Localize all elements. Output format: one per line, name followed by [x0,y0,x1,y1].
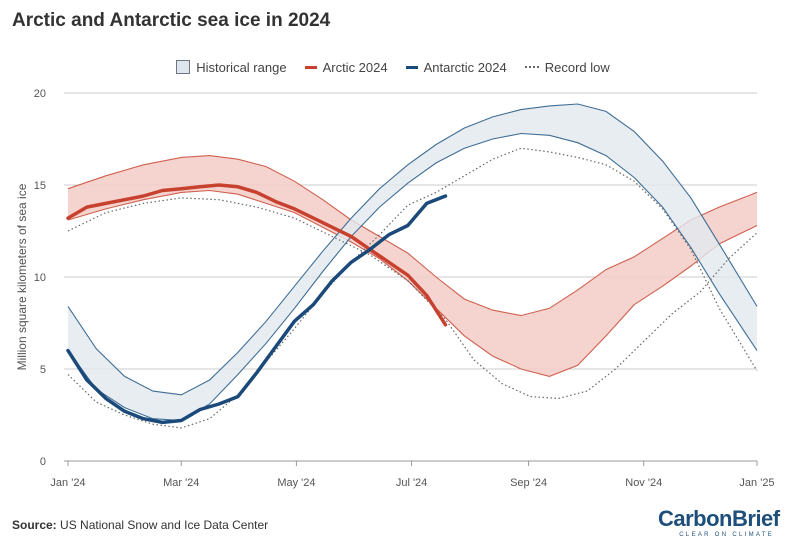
legend-label-record: Record low [544,59,610,75]
source-label: Source: [12,518,57,532]
x-tick-label: Jan '24 [50,477,85,489]
x-tick-label: Jul '24 [396,477,427,489]
legend-item-antarctic[interactable]: Antarctic 2024 [405,59,507,75]
x-tick-label: Mar '24 [163,477,199,489]
antarctic-record-low-line [67,147,758,429]
arctic-range-upper-edge [67,155,758,317]
y-tick-label: 5 [40,364,46,376]
y-tick-label: 10 [34,272,46,284]
x-tick-label: May '24 [277,477,315,489]
range-swatch-icon [176,60,191,74]
carbonbrief-logo[interactable]: CarbonBrief CLEAR ON CLIMATE [658,506,780,541]
logo-tagline: CLEAR ON CLIMATE [679,532,774,538]
legend-item-arctic[interactable]: Arctic 2024 [304,59,388,75]
y-tick-label: 15 [34,180,46,192]
source-text: US National Snow and Ice Data Center [60,518,269,532]
legend-label-antarctic: Antarctic 2024 [423,59,507,75]
y-tick-label: 0 [40,456,46,468]
antarctic-historical-range-band [68,104,757,421]
arctic-line-swatch-icon [304,65,317,69]
page-title: Arctic and Antarctic sea ice in 2024 [12,10,331,31]
legend-label-arctic: Arctic 2024 [322,59,388,75]
x-tick-label: Sep '24 [510,477,547,489]
legend-item-range[interactable]: Historical range [176,59,287,75]
y-tick-label: 20 [34,88,46,100]
legend-item-record[interactable]: Record low [524,59,610,75]
arctic-2024-line [66,183,448,327]
chart-legend: Historical range Arctic 2024 Antarctic 2… [0,57,786,77]
x-tick-label: Nov '24 [625,477,662,489]
antarctic-range-upper-edge [67,103,758,396]
record-low-swatch-icon [524,66,539,68]
arctic-historical-range-band [68,155,757,377]
legend-label-range: Historical range [196,59,287,75]
y-axis-label: Million square kilometers of sea ice [15,183,29,370]
x-tick-label: Jan '25 [739,477,774,489]
antarctic-2024-line [66,194,448,425]
source-note: Source: US National Snow and Ice Data Ce… [12,518,268,532]
antarctic-line-swatch-icon [405,65,418,69]
arctic-record-low-line [67,197,758,400]
logo-wordmark: CarbonBrief [658,506,780,531]
